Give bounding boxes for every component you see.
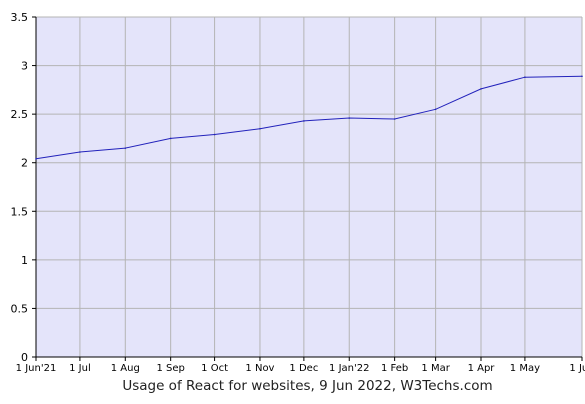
data-point — [35, 158, 37, 160]
data-point — [434, 108, 437, 111]
plot-area — [36, 17, 582, 357]
y-tick-label: 1 — [21, 254, 28, 267]
axes — [32, 16, 583, 361]
y-tick-label: 0.5 — [11, 302, 29, 315]
data-point — [169, 137, 172, 140]
usage-line-chart: 0 0.5 1 1.5 2 2.5 3 3.5 1 Jun'21 1 Jul 1 Aug 1 Sep… — [11, 11, 585, 374]
x-tick-label: 1 Nov — [245, 363, 274, 374]
data-point — [79, 151, 81, 153]
y-tick-label: 2 — [21, 157, 28, 170]
x-tick-label: 1 Feb — [381, 363, 408, 374]
x-tick-label: 1 Jun'21 — [16, 363, 57, 374]
grid-lines — [36, 16, 583, 357]
chart-title: Usage of React for websites, 9 Jun 2022,… — [122, 378, 493, 394]
x-tick-label: 1 Jan'22 — [329, 363, 369, 374]
x-tick-label: 1 May — [510, 363, 540, 374]
x-tick-labels: 1 Jun'21 1 Jul 1 Aug 1 Sep 1 Oct 1 Nov 1 Dec 1 … — [16, 363, 585, 374]
y-tick-label: 1.5 — [11, 205, 29, 218]
y-tick-label: 3.5 — [11, 11, 29, 24]
series-layer — [35, 75, 583, 160]
y-tick-label: 3 — [21, 60, 28, 73]
y-tick-label: 0 — [21, 351, 28, 364]
data-point — [259, 127, 261, 130]
data-point — [348, 117, 351, 119]
data-point — [124, 147, 127, 149]
data-point — [213, 133, 216, 136]
data-point — [480, 88, 482, 90]
y-tick-labels: 0 0.5 1 1.5 2 2.5 3 3.5 — [11, 11, 29, 364]
x-tick-label: 1 Aug — [111, 363, 140, 374]
data-point — [303, 120, 305, 122]
data-point — [393, 118, 396, 120]
y-tick-label: 2.5 — [11, 108, 29, 121]
x-tick-label: 1 Mar — [421, 363, 450, 374]
x-tick-label: 1 Jul — [69, 363, 91, 374]
x-tick-label: 1 Oct — [201, 363, 228, 374]
x-tick-label: 1 Apr — [468, 363, 496, 374]
data-point — [581, 75, 583, 78]
data-point — [524, 76, 526, 79]
x-tick-label: 1 Jun — [569, 363, 585, 374]
x-tick-label: 1 Dec — [289, 363, 318, 374]
x-tick-label: 1 Sep — [156, 363, 184, 374]
